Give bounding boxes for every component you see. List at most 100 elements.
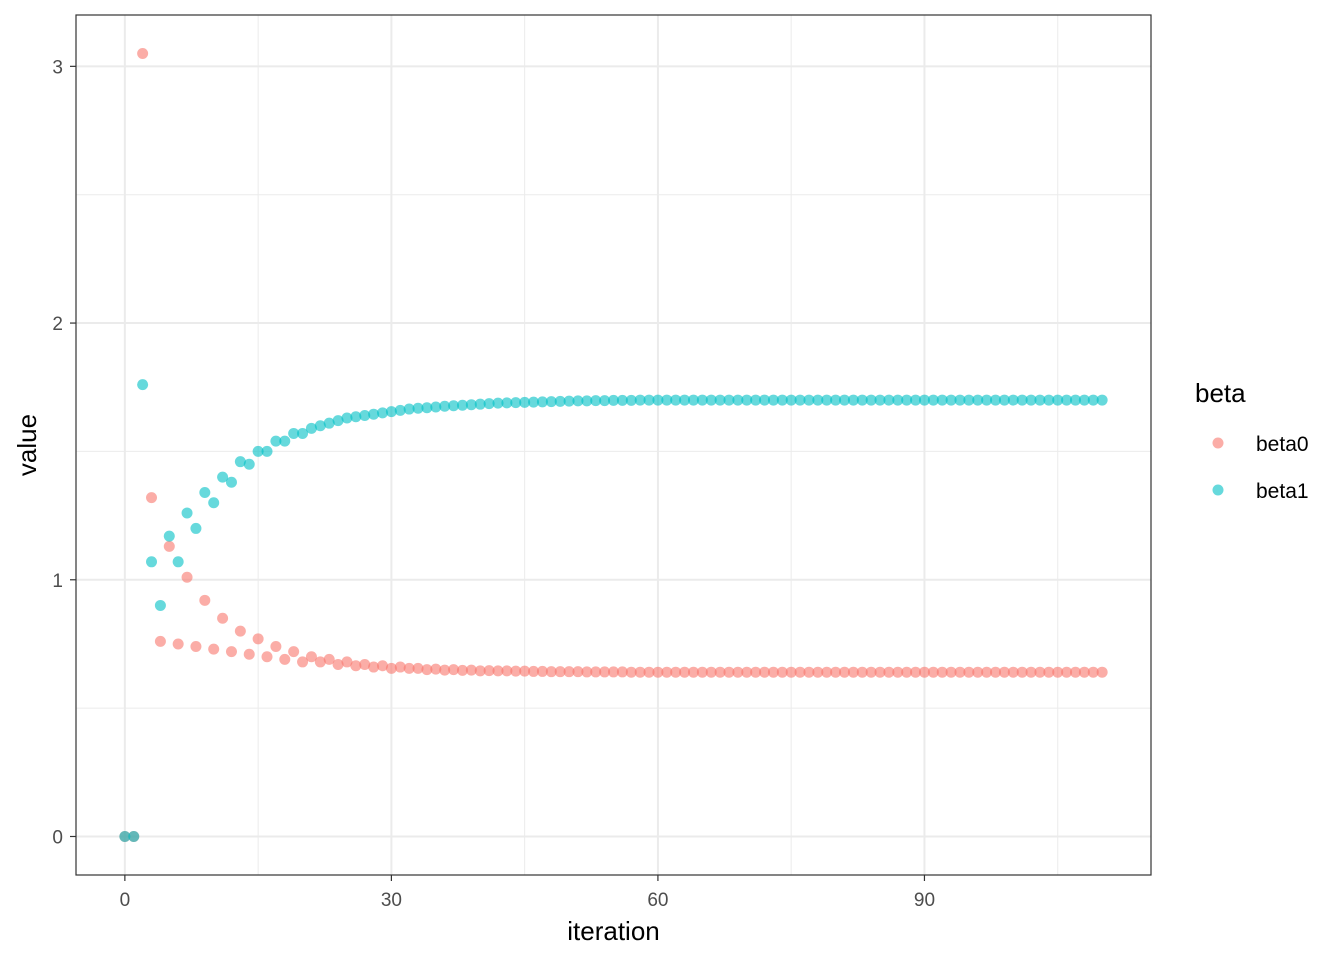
point-beta0 <box>705 666 717 678</box>
point-beta1 <box>199 486 211 498</box>
point-beta0 <box>137 48 149 60</box>
point-beta1 <box>172 556 184 568</box>
point-beta0 <box>936 666 948 678</box>
point-beta0 <box>412 662 424 674</box>
point-beta0 <box>252 633 264 645</box>
point-beta1 <box>1034 394 1046 406</box>
point-beta1 <box>847 394 859 406</box>
point-beta0 <box>430 663 442 675</box>
legend-label-beta1: beta1 <box>1256 480 1309 503</box>
point-beta0 <box>181 571 193 583</box>
point-beta0 <box>794 666 806 678</box>
point-beta0 <box>572 666 584 678</box>
point-beta1 <box>288 427 300 439</box>
point-beta1 <box>1016 394 1028 406</box>
point-beta1 <box>252 445 264 457</box>
point-beta1 <box>679 394 691 406</box>
x-tick-label: 30 <box>381 890 402 911</box>
point-beta1 <box>687 394 699 406</box>
point-beta0 <box>803 666 815 678</box>
point-beta0 <box>821 666 833 678</box>
point-beta0 <box>545 666 557 678</box>
point-beta1 <box>154 599 166 611</box>
legend-title: beta <box>1195 378 1246 408</box>
point-beta0 <box>1034 666 1046 678</box>
point-beta0 <box>998 666 1010 678</box>
point-beta1 <box>421 402 433 414</box>
point-beta1 <box>767 394 779 406</box>
point-beta1 <box>812 394 824 406</box>
point-beta1 <box>865 394 877 406</box>
point-beta1 <box>1061 394 1073 406</box>
point-beta1 <box>572 395 584 407</box>
point-beta1 <box>794 394 806 406</box>
point-beta1 <box>785 394 797 406</box>
point-beta1 <box>581 395 593 407</box>
point-beta0 <box>243 648 255 660</box>
point-beta1 <box>803 394 815 406</box>
point-beta0 <box>332 658 344 670</box>
point-beta1 <box>545 396 557 408</box>
legend-key-beta1 <box>1212 484 1224 496</box>
point-beta0 <box>670 666 682 678</box>
point-beta1 <box>146 556 158 568</box>
point-beta0 <box>918 666 930 678</box>
point-beta1 <box>448 400 460 412</box>
point-beta1 <box>972 394 984 406</box>
point-beta0 <box>465 664 477 676</box>
point-beta1 <box>883 394 895 406</box>
point-beta1 <box>705 394 717 406</box>
point-beta0 <box>1078 666 1090 678</box>
point-beta0 <box>368 661 380 673</box>
point-beta0 <box>172 638 184 650</box>
point-beta1 <box>918 394 930 406</box>
point-beta1 <box>741 394 753 406</box>
point-beta0 <box>927 666 939 678</box>
point-beta1 <box>954 394 966 406</box>
point-beta1 <box>208 497 220 509</box>
point-beta0 <box>687 666 699 678</box>
point-beta1 <box>341 412 353 424</box>
point-beta0 <box>945 666 957 678</box>
point-beta1 <box>670 394 682 406</box>
point-beta1 <box>456 399 468 411</box>
point-beta0 <box>776 666 788 678</box>
point-beta0 <box>288 646 300 658</box>
point-beta0 <box>510 665 522 677</box>
point-beta0 <box>528 665 540 677</box>
legend-label-beta0: beta0 <box>1256 433 1309 456</box>
y-tick-label: 1 <box>52 571 63 592</box>
point-beta1 <box>190 522 202 534</box>
point-beta1 <box>1043 394 1055 406</box>
point-beta0 <box>838 666 850 678</box>
point-beta1 <box>1069 394 1081 406</box>
point-beta0 <box>1016 666 1028 678</box>
point-beta0 <box>679 666 691 678</box>
point-beta0 <box>963 666 975 678</box>
point-beta0 <box>190 641 202 653</box>
y-tick-label: 3 <box>52 57 63 78</box>
point-beta1 <box>554 395 566 407</box>
point-beta1 <box>945 394 957 406</box>
point-beta0 <box>1025 666 1037 678</box>
point-beta0 <box>163 540 175 552</box>
point-beta0 <box>323 653 335 665</box>
point-beta0 <box>341 656 353 668</box>
point-beta1 <box>430 401 442 413</box>
point-beta0 <box>714 666 726 678</box>
point-beta1 <box>1096 394 1108 406</box>
point-beta0 <box>199 594 211 606</box>
point-beta1 <box>599 395 611 407</box>
point-beta0 <box>652 666 664 678</box>
point-beta1 <box>723 394 735 406</box>
point-beta1 <box>1025 394 1037 406</box>
point-beta1 <box>394 404 406 416</box>
point-beta0 <box>634 666 646 678</box>
point-beta0 <box>403 662 415 674</box>
point-beta1 <box>963 394 975 406</box>
point-beta1 <box>838 394 850 406</box>
point-beta0 <box>723 666 735 678</box>
point-beta0 <box>954 666 966 678</box>
point-beta0 <box>661 666 673 678</box>
point-beta1 <box>981 394 993 406</box>
